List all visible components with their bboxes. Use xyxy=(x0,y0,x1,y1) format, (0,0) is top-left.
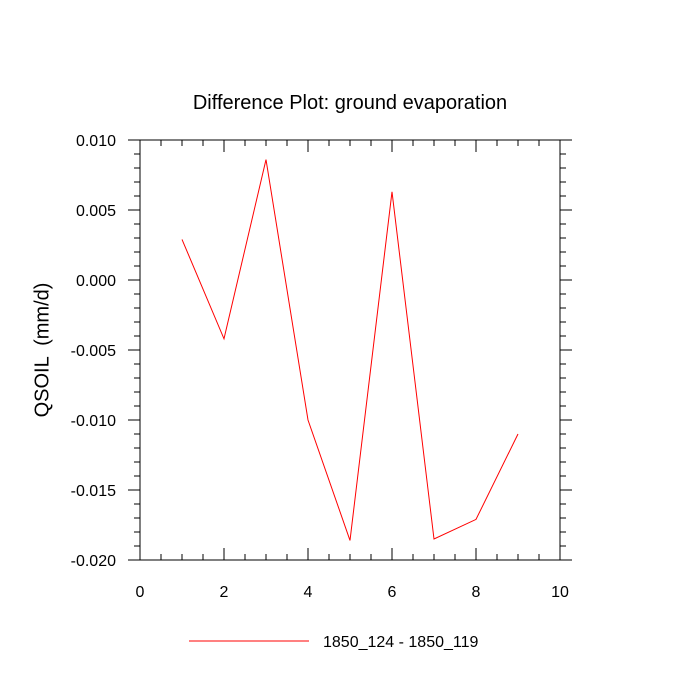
x-tick-label: 8 xyxy=(472,584,481,601)
chart-title: Difference Plot: ground evaporation xyxy=(193,92,507,114)
y-tick-label: -0.020 xyxy=(71,553,116,570)
y-tick-label: 0.005 xyxy=(76,203,116,220)
y-tick-label: -0.005 xyxy=(71,343,116,360)
x-tick-labels: 0 2 4 6 8 10 xyxy=(136,584,569,601)
y-tick-label: 0.000 xyxy=(76,273,116,290)
legend: 1850_124 - 1850_119 xyxy=(189,634,479,651)
legend-entry-label: 1850_124 - 1850_119 xyxy=(323,634,479,651)
plot-area xyxy=(128,139,572,561)
x-tick-label: 6 xyxy=(388,584,397,601)
series-layer xyxy=(181,159,519,541)
x-tick-label: 10 xyxy=(551,584,569,601)
y-tick-labels: 0.010 0.005 0.000 -0.005 -0.010 -0.015 -0.020 xyxy=(71,133,116,570)
y-tick-label: 0.010 xyxy=(76,133,116,150)
x-tick-label: 0 xyxy=(136,584,145,601)
x-tick-label: 2 xyxy=(220,584,229,601)
major-ticks xyxy=(128,139,572,561)
series-line xyxy=(181,159,519,541)
y-tick-label: -0.015 xyxy=(71,483,116,500)
y-tick-label: -0.010 xyxy=(71,413,116,430)
minor-ticks xyxy=(134,140,566,560)
plot-frame xyxy=(139,139,561,561)
y-axis-label: QSOIL (mm/d) xyxy=(31,283,53,418)
x-tick-label: 4 xyxy=(304,584,313,601)
